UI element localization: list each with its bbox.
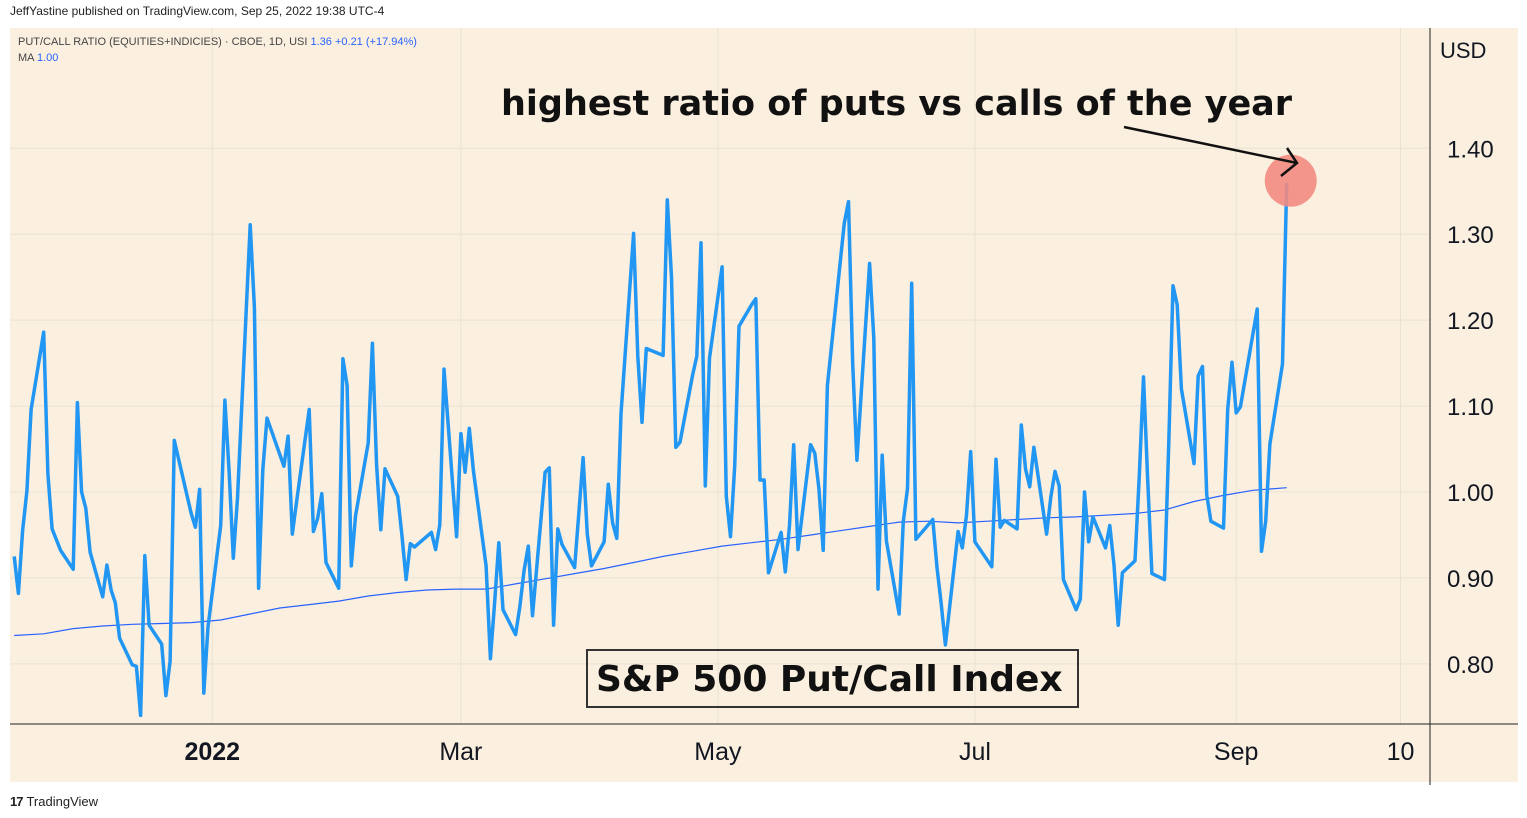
x-tick-labels: 2022 Mar May Jul Sep 10: [184, 738, 1414, 766]
ma-layer: [14, 487, 1287, 637]
y-tick-label: 1.40: [1447, 136, 1494, 163]
y-tick-label: 0.80: [1447, 652, 1494, 679]
currency-label: USD: [1440, 38, 1486, 63]
x-tick-label: Mar: [439, 738, 482, 766]
label-box-text: S&P 500 Put/Call Index: [596, 659, 1063, 700]
annotation-arrowhead: [1280, 147, 1299, 177]
y-tick-label: 1.20: [1447, 308, 1494, 335]
time-axis-background: [10, 724, 1518, 782]
legend-ma-label: MA: [18, 52, 34, 64]
legend-ma-value: 1.00: [36, 52, 59, 64]
series-layer: [12, 182, 1289, 718]
footer-brand-text: TradingView: [26, 794, 99, 809]
plot-background: [10, 28, 1430, 724]
x-tick-label: May: [694, 738, 742, 766]
y-tick-label: 1.30: [1447, 222, 1494, 249]
legend-change: +0.21 (+17.94%): [334, 36, 417, 48]
x-tick-label: Sep: [1214, 738, 1258, 766]
x-tick-label: 10: [1387, 738, 1415, 766]
label-box: [586, 649, 1079, 708]
y-tick-label: 1.10: [1447, 394, 1494, 421]
publisher-line: JeffYastine published on TradingView.com…: [10, 4, 385, 18]
chart[interactable]: USD 0.80 0.90 1.00 1.10 1.20 1.30 1.40 2022 Mar…: [0, 0, 1527, 785]
legend: PUT/CALL RATIO (EQUITIES+INDICIES) · CBO…: [18, 34, 417, 66]
x-tick-label: 2022: [184, 738, 240, 766]
legend-ma-row: MA 1.00: [18, 50, 417, 66]
grid: [10, 28, 1430, 724]
x-tick-label: Jul: [959, 738, 991, 766]
tradingview-logo-icon: 17: [10, 794, 24, 809]
annotation-text: highest ratio of puts vs calls of the ye…: [501, 84, 1293, 124]
footer-brand[interactable]: 17 TradingView: [10, 794, 98, 809]
axis-background: [1430, 28, 1518, 724]
peak-highlight-marker: [1264, 154, 1317, 207]
annotation-arrow-line: [1123, 125, 1298, 165]
legend-symbol: PUT/CALL RATIO (EQUITIES+INDICIES) · CBO…: [18, 36, 308, 48]
ma-line: [14, 487, 1287, 637]
y-tick-label: 0.90: [1447, 566, 1494, 593]
legend-last-value: 1.36: [310, 36, 332, 48]
put-call-ratio-line: [12, 182, 1289, 718]
y-tick-label: 1.00: [1447, 480, 1494, 507]
y-tick-labels: 0.80 0.90 1.00 1.10 1.20 1.30 1.40: [1447, 136, 1494, 679]
legend-symbol-row: PUT/CALL RATIO (EQUITIES+INDICIES) · CBO…: [18, 34, 417, 50]
